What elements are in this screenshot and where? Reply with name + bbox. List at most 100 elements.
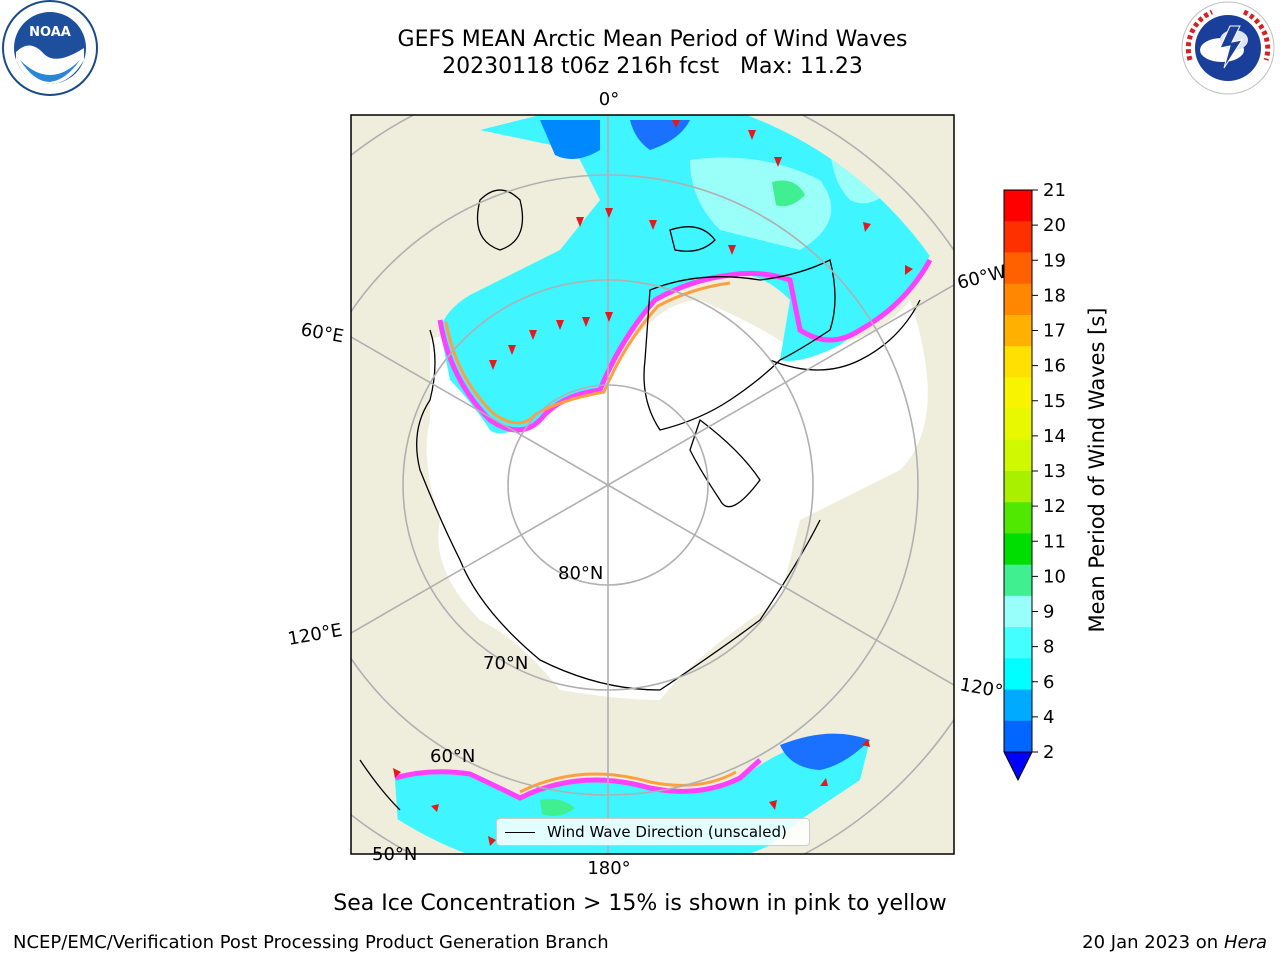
map-title-line1: GEFS MEAN Arctic Mean Period of Wind Wav… [397, 27, 908, 52]
colorbar-band [1004, 564, 1032, 597]
colorbar-tick-label: 20 [1043, 215, 1066, 236]
colorbar-band [1004, 377, 1032, 410]
footer-machine: Hera [1223, 932, 1267, 953]
wave-arrow [820, 778, 828, 786]
lon-label-0: 0° [599, 89, 619, 110]
noaa-logo-text: NOAA [29, 25, 71, 40]
colorbar-tick-label: 16 [1043, 356, 1066, 377]
wave-arrow [488, 836, 496, 846]
wave-arrow [605, 312, 613, 322]
colorbar-tick-label: 14 [1043, 426, 1066, 447]
wave-arrow [649, 220, 657, 230]
wave-arrow [774, 157, 782, 167]
colorbar-tick-label: 17 [1043, 321, 1066, 342]
colorbar-tick-label: 21 [1043, 180, 1066, 201]
colorbar-tick-label: 10 [1043, 566, 1066, 587]
colorbar: 21 20 19 18 17 16 15 14 13 12 11 10 9 8 6 4 2 [1003, 180, 1066, 782]
green-patch [772, 180, 805, 207]
colorbar-band [1004, 658, 1032, 691]
footer-date-text: 20 Jan 2023 on [1082, 932, 1224, 953]
meridian-120e [351, 484, 609, 634]
graticule [351, 115, 954, 854]
wave-arrow [905, 265, 913, 275]
map-frame [350, 114, 955, 855]
wave-arrow [529, 330, 537, 340]
blue-patch-north-2 [630, 120, 690, 150]
lat-label-80: 80°N [558, 563, 603, 584]
colorbar-tick-label: 2 [1043, 742, 1054, 763]
colorbar-tick-label: 18 [1043, 285, 1066, 306]
wave-arrow [748, 130, 756, 140]
footer-date: 20 Jan 2023 on Hera [1082, 932, 1267, 953]
colorbar-band [1004, 439, 1032, 472]
colorbar-extend-arrow [1003, 751, 1033, 782]
map-legend: Wind Wave Direction (unscaled) [496, 818, 810, 846]
wave-arrow [605, 208, 613, 218]
colorbar-label: Mean Period of Wind Waves [s] [1085, 307, 1109, 633]
colorbar-band [1004, 221, 1032, 253]
wave-arrow [431, 804, 439, 812]
wave-arrow [728, 245, 736, 255]
colorbar-band [1004, 346, 1032, 378]
colorbar-tick-label: 19 [1043, 250, 1066, 271]
meridian-60w [607, 284, 954, 486]
wave-arrow [508, 345, 516, 355]
colorbar-tick-label: 4 [1043, 707, 1054, 728]
blue-patch-north [540, 120, 600, 159]
colorbar-tick-label: 12 [1043, 496, 1066, 517]
colorbar-band [1004, 314, 1032, 347]
colorbar-band [1004, 190, 1032, 222]
colorbar-tick-label: 6 [1043, 672, 1054, 693]
colorbar-band [1004, 283, 1032, 316]
meridian-120w [607, 484, 954, 686]
wave-arrow [863, 222, 871, 232]
meridian-60e [351, 336, 609, 486]
colorbar-tick-label: 13 [1043, 461, 1066, 482]
colorbar-band [1004, 471, 1032, 503]
colorbar-band [1004, 533, 1032, 566]
colorbar-band [1004, 689, 1032, 722]
map-panel: 80°N 70°N 60°N [351, 115, 954, 854]
colorbar-tick-label: 15 [1043, 391, 1066, 412]
colorbar-band [1004, 408, 1032, 441]
colorbar-tick-label: 9 [1043, 602, 1054, 623]
lat-label-70: 70°N [483, 653, 528, 674]
lon-label-180: 180° [587, 858, 630, 879]
wave-arrow [556, 320, 564, 330]
ice-edge-atlantic-orange [444, 281, 731, 425]
legend-label: Wind Wave Direction (unscaled) [547, 823, 787, 841]
colorbar-band [1004, 720, 1032, 753]
lon-label-60e: 60°E [299, 319, 345, 347]
ice-edge-pacific-orange [519, 770, 737, 794]
colorbar-band [1004, 502, 1032, 534]
colorbar-band [1004, 627, 1032, 659]
light-cyan-patch [690, 157, 832, 250]
colorbar-band [1004, 595, 1032, 628]
pacific-blue-patch [780, 733, 870, 770]
lon-label-120e: 120°E [286, 620, 344, 650]
wind-wave-arrows [393, 120, 913, 846]
ice-edge-pacific [394, 758, 762, 801]
wave-arrow [862, 739, 870, 747]
wave-arrow [769, 800, 777, 810]
wave-arrow [576, 217, 584, 227]
lat-label-60: 60°N [430, 746, 475, 767]
lat-label-50: 50°N [372, 844, 417, 865]
wave-arrow [393, 768, 401, 778]
lon-label-60w: 60°W [955, 261, 1009, 293]
ice-edge-atlantic [437, 258, 933, 433]
wave-arrow [672, 120, 680, 128]
pacific-green-patch [540, 799, 575, 816]
coastlines [359, 189, 921, 811]
nws-logo [1181, 1, 1275, 95]
sea-ice-caption: Sea Ice Concentration > 15% is shown in … [333, 891, 947, 916]
footer-credit: NCEP/EMC/Verification Post Processing Pr… [13, 932, 609, 953]
colorbar-tick-label: 11 [1043, 531, 1066, 552]
noaa-logo: NOAA [2, 0, 98, 96]
colorbar-tick-label: 8 [1043, 637, 1054, 658]
wave-arrow [489, 360, 497, 370]
wave-arrow [582, 317, 590, 327]
map-title-line2: 20230118 t06z 216h fcst Max: 11.23 [442, 54, 863, 79]
colorbar-band [1004, 252, 1032, 285]
